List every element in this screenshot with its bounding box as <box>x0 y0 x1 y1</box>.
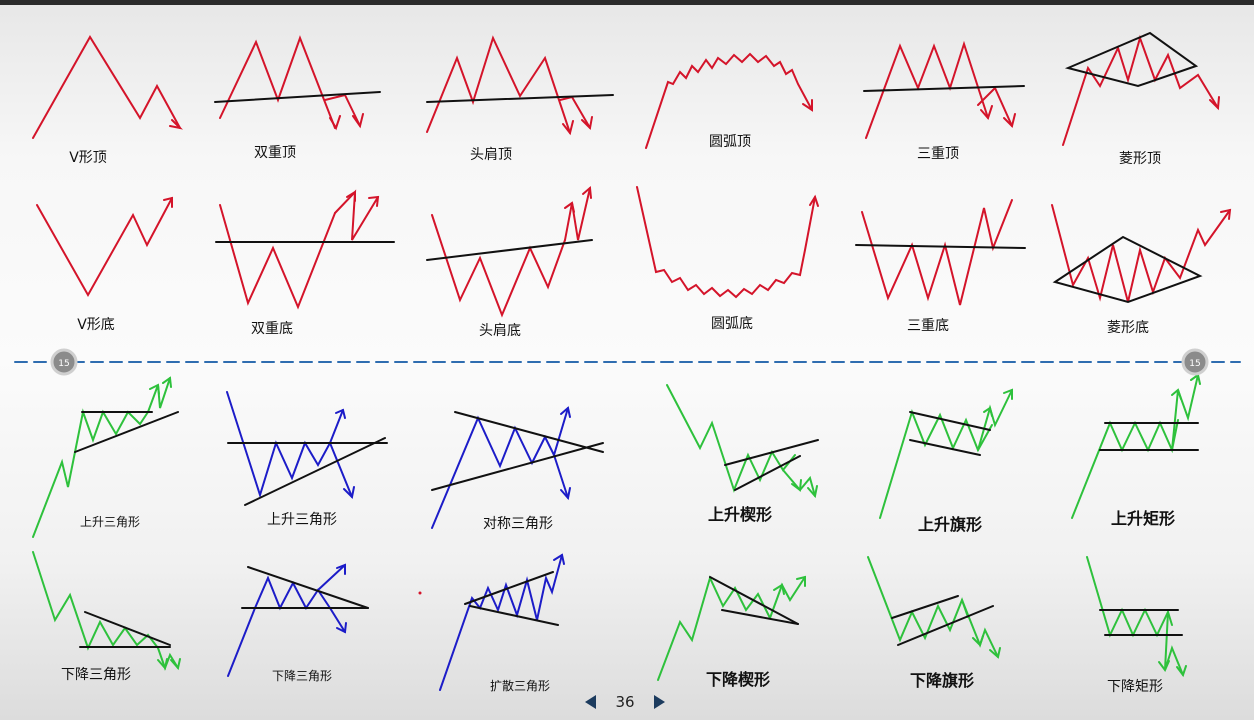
label-head-shoulders-bottom: 头肩底 <box>479 323 521 339</box>
label-ascending-triangle-2: 上升三角形 <box>267 512 337 528</box>
pattern-ascending-triangle-1 <box>32 376 179 538</box>
label-bear-rectangle: 下降矩形 <box>1107 679 1163 695</box>
pattern-head-shoulders-top <box>426 35 614 136</box>
label-double-bottom: 双重底 <box>251 321 293 337</box>
pattern-triple-top <box>863 40 1025 139</box>
divider-badge-right: 15 <box>1181 348 1209 376</box>
pattern-descending-triangle-1 <box>32 551 181 671</box>
red-dot <box>418 591 422 595</box>
label-bear-flag: 下降旗形 <box>910 671 974 690</box>
label-triple-bottom: 三重底 <box>907 318 949 334</box>
label-v-bottom: V形底 <box>77 317 115 333</box>
label-diamond-bottom: 菱形底 <box>1107 320 1149 336</box>
pattern-descending-triangle-2 <box>227 563 369 677</box>
pattern-ascending-triangle-2 <box>226 391 388 506</box>
label-falling-wedge: 下降楔形 <box>706 670 770 689</box>
pattern-diamond-top <box>1062 31 1220 146</box>
next-slide-icon[interactable] <box>654 695 665 709</box>
label-broadening-triangle: 扩散三角形 <box>490 678 550 693</box>
prev-slide-icon[interactable] <box>585 695 596 709</box>
label-ascending-triangle-1: 上升三角形 <box>80 515 140 529</box>
label-symmetric-triangle: 对称三角形 <box>483 516 553 532</box>
pattern-symmetric-triangle <box>431 406 604 529</box>
label-v-top: V形顶 <box>69 150 107 166</box>
label-triple-top: 三重顶 <box>917 146 959 162</box>
labels-bottom-row: V形底 双重底 头肩底 圆弧底 三重底 菱形底 <box>77 316 1149 339</box>
pattern-head-shoulders-bottom <box>426 185 593 318</box>
page-number: 36 <box>615 693 635 711</box>
badge-number: 15 <box>1189 359 1200 369</box>
pattern-triple-bottom <box>855 199 1026 306</box>
badge-number: 15 <box>58 359 69 369</box>
label-bull-rectangle: 上升矩形 <box>1111 509 1175 528</box>
label-bull-flag: 上升旗形 <box>918 515 982 534</box>
pattern-rising-wedge <box>666 384 819 499</box>
pattern-double-top <box>214 35 381 131</box>
pattern-rounding-top <box>645 52 813 149</box>
pattern-bull-rectangle <box>1071 373 1201 519</box>
pattern-bear-rectangle <box>1086 556 1187 678</box>
labels-top-row: V形顶 双重顶 头肩顶 圆弧顶 三重顶 菱形顶 <box>69 134 1161 167</box>
label-head-shoulders-top: 头肩顶 <box>470 147 512 163</box>
pattern-falling-wedge <box>657 575 806 681</box>
pattern-v-bottom <box>36 196 173 298</box>
labels-continuation-row2: 下降三角形 下降三角形 扩散三角形 下降楔形 下降旗形 下降矩形 <box>61 667 1163 695</box>
divider-badge-left: 15 <box>50 348 78 376</box>
label-descending-triangle-1: 下降三角形 <box>61 667 131 683</box>
labels-continuation-row1: 上升三角形 上升三角形 对称三角形 上升楔形 上升旗形 上升矩形 <box>80 505 1175 534</box>
pattern-bear-flag <box>867 556 1001 659</box>
slide-pager: 36 <box>585 690 665 714</box>
pattern-bull-flag <box>879 388 1013 519</box>
pattern-double-bottom <box>215 189 395 310</box>
label-rounding-top: 圆弧顶 <box>709 134 751 150</box>
label-diamond-top: 菱形顶 <box>1119 151 1161 167</box>
pattern-v-top <box>32 35 184 139</box>
label-descending-triangle-2: 下降三角形 <box>272 669 332 683</box>
label-rising-wedge: 上升楔形 <box>708 505 772 524</box>
pattern-rounding-bottom <box>636 186 819 299</box>
pattern-broadening-triangle <box>439 553 565 691</box>
top-bar <box>0 0 1254 5</box>
label-rounding-bottom: 圆弧底 <box>711 316 753 332</box>
pattern-diamond-bottom <box>1051 204 1232 304</box>
label-double-top: 双重顶 <box>254 145 296 161</box>
